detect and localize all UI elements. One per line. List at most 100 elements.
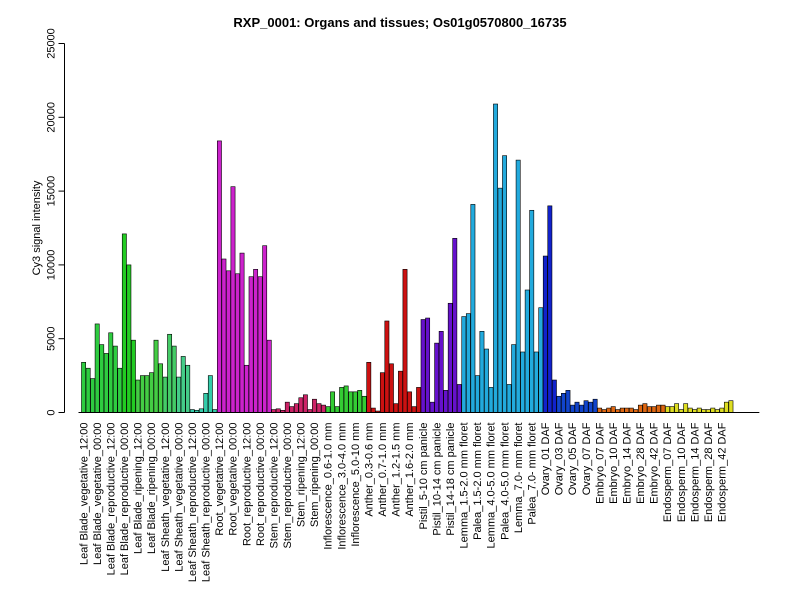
- bar: [266, 339, 272, 413]
- bar: [461, 316, 467, 413]
- x-tick-label: Endosperm_14 DAF: [689, 422, 701, 522]
- bar: [275, 408, 281, 413]
- bar: [669, 406, 675, 413]
- bar: [226, 270, 231, 413]
- bar: [85, 367, 91, 413]
- x-tick-label: Embryo_28 DAF: [635, 422, 647, 504]
- bar: [126, 264, 132, 413]
- x-tick-label: Leaf Blade_ripening_12:00: [133, 423, 145, 555]
- bar: [352, 391, 358, 413]
- bar: [180, 356, 186, 413]
- bar: [230, 186, 236, 413]
- bar: [398, 370, 403, 413]
- bar: [370, 407, 376, 413]
- bar: [479, 331, 485, 413]
- bar: [207, 375, 213, 413]
- bar: [493, 103, 498, 413]
- bar: [144, 375, 150, 413]
- bar: [253, 269, 259, 413]
- bar: [728, 400, 734, 413]
- bar: [574, 401, 580, 413]
- bar: [665, 406, 670, 413]
- x-tick-label: Anther_0.7-1.0 mm: [377, 423, 389, 517]
- bar: [293, 403, 299, 413]
- bar: [407, 391, 412, 413]
- y-tick-label: 10000: [46, 250, 58, 281]
- x-tick-label: Palea_1.5-2.0 mm floret: [472, 423, 484, 540]
- bar: [121, 233, 127, 413]
- x-tick-label: Pistil_10-14 cm panicle: [431, 423, 443, 536]
- x-tick-label: Embryo_10 DAF: [608, 422, 620, 504]
- bar: [696, 407, 702, 413]
- bar: [348, 391, 354, 413]
- bar: [99, 344, 105, 413]
- bar: [674, 403, 679, 413]
- x-tick-label: Embryo_42 DAF: [649, 422, 661, 504]
- x-tick-label: Ovary_07 DAF: [581, 422, 593, 495]
- bar: [298, 397, 304, 413]
- bar: [447, 302, 453, 413]
- x-tick-label: Leaf Blade_reproductive_00:00: [119, 423, 131, 576]
- bar: [167, 333, 173, 413]
- x-tick-label: Leaf Blade_vegetative_00:00: [92, 423, 104, 566]
- y-tick-label: 0: [46, 409, 58, 415]
- bar: [94, 323, 100, 413]
- bar: [710, 407, 716, 413]
- bar: [389, 363, 394, 413]
- bar: [135, 379, 141, 413]
- bar: [131, 339, 136, 413]
- bar: [316, 403, 322, 413]
- bar: [303, 394, 308, 413]
- bar: [579, 404, 584, 413]
- bar: [592, 398, 598, 413]
- chart-title: RXP_0001: Organs and tissues; Os01g05708…: [233, 15, 566, 30]
- bar: [533, 351, 539, 413]
- bar: [624, 407, 630, 413]
- bar: [235, 273, 240, 413]
- bar: [520, 351, 526, 413]
- x-tick-label: Lemma_7.0- mm floret: [513, 423, 525, 534]
- bar: [343, 385, 349, 413]
- bar: [556, 395, 562, 413]
- bar: [529, 209, 535, 413]
- x-tick-label: Palea_4.0-5.0 mm floret: [499, 423, 511, 540]
- x-tick-label: Pistil_14-18 cm panicle: [445, 423, 457, 536]
- bar: [628, 407, 634, 413]
- bar: [117, 367, 123, 413]
- bar: [723, 401, 729, 413]
- bar: [239, 252, 245, 413]
- bar: [357, 390, 363, 413]
- bar: [506, 384, 512, 413]
- bar: [185, 364, 191, 413]
- bar: [719, 407, 725, 413]
- bar: [637, 404, 643, 413]
- x-tick-label: Inflorescence_3.0-4.0 mm: [336, 423, 348, 550]
- bar: [438, 331, 444, 413]
- x-tick-label: Endosperm_42 DAF: [717, 422, 729, 522]
- x-axis: Leaf Blade_vegetative_12:00 Leaf Blade_ve…: [78, 412, 760, 583]
- x-tick-label: Stem_ripening_12:00: [296, 423, 308, 528]
- bar: [321, 404, 326, 413]
- bar: [497, 187, 503, 413]
- bar: [153, 339, 159, 413]
- bar: [393, 403, 399, 413]
- bar: [642, 403, 648, 413]
- x-tick-label: Endosperm_07 DAF: [662, 422, 674, 522]
- x-tick-label: Root_reproductive_00:00: [255, 423, 267, 547]
- x-tick-label: Root_reproductive_12:00: [241, 423, 253, 547]
- x-tick-label: Stem_reproductive_00:00: [282, 423, 294, 549]
- bar: [475, 375, 480, 413]
- bar: [484, 348, 489, 413]
- bar: [176, 376, 182, 413]
- bar: [452, 238, 458, 413]
- x-tick-label: Lemma_1.5-2.0 mm floret: [459, 423, 471, 549]
- x-tick-label: Ovary_03 DAF: [554, 422, 566, 495]
- bar: [547, 205, 553, 413]
- x-tick-label: Leaf Sheath_reproductive_12:00: [187, 423, 199, 583]
- bar: [108, 332, 114, 413]
- bar: [217, 140, 222, 413]
- bar: [330, 391, 335, 413]
- x-tick-label: Leaf Sheath_reproductive_00:00: [201, 423, 213, 583]
- x-tick-label: Endosperm_28 DAF: [703, 422, 715, 522]
- bar: [502, 155, 507, 413]
